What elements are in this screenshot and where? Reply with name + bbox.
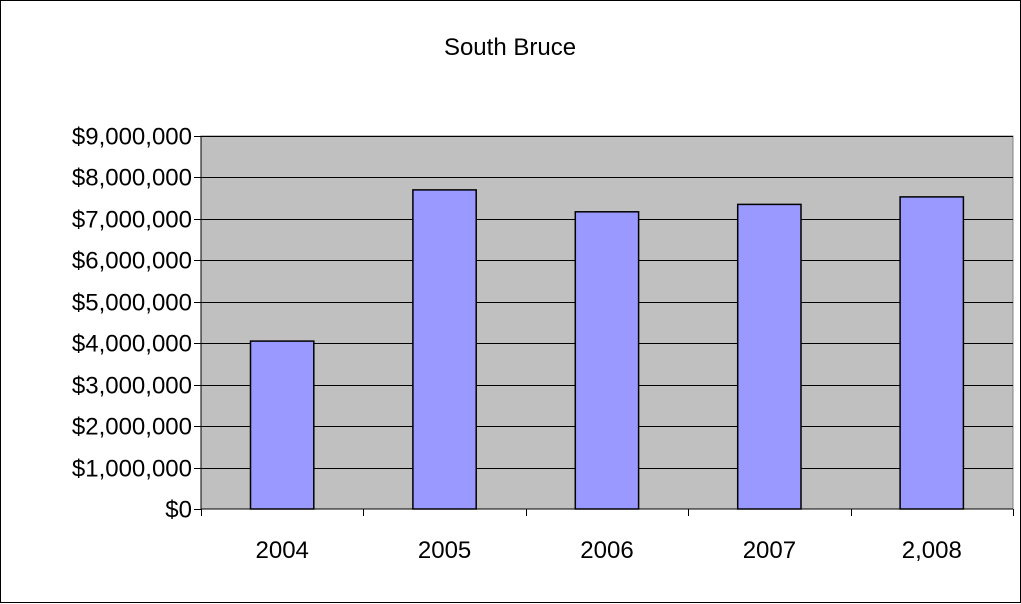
y-tick-label: $5,000,000 <box>72 290 192 317</box>
bars <box>249 189 965 510</box>
chart-title: South Bruce <box>444 34 576 61</box>
y-tick-label: $3,000,000 <box>72 373 192 400</box>
x-tick-label: 2007 <box>743 537 796 564</box>
bar-2005 <box>412 189 477 510</box>
y-tick-label: $2,000,000 <box>72 414 192 441</box>
y-tick-label: $1,000,000 <box>72 456 192 483</box>
bar-2004 <box>249 340 315 510</box>
x-tick-label: 2006 <box>580 537 633 564</box>
y-tick-label: $9,000,000 <box>72 124 192 151</box>
y-axis: $0 $1,000,000 $2,000,000 $3,000,000 $4,000,0… <box>72 124 202 524</box>
bar-2006 <box>574 211 640 510</box>
x-tick-label: 2005 <box>418 537 471 564</box>
bar-2007 <box>736 203 802 510</box>
y-tick-label: $4,000,000 <box>72 331 192 358</box>
y-tick-label: $7,000,000 <box>72 207 192 234</box>
x-axis: 2004 2005 2006 2007 2,008 <box>201 508 1014 564</box>
bar-2008 <box>899 196 965 510</box>
x-tick-label: 2004 <box>256 537 309 564</box>
y-tick-label: $0 <box>165 497 192 524</box>
y-tick-label: $6,000,000 <box>72 248 192 275</box>
x-tick-label: 2,008 <box>902 537 962 564</box>
y-tick-label: $8,000,000 <box>72 165 192 192</box>
